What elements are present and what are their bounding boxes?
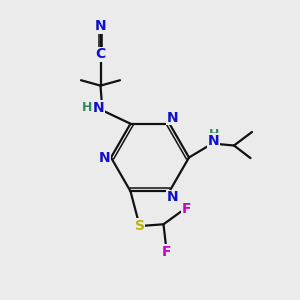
Text: F: F	[182, 202, 191, 216]
Text: S: S	[134, 219, 145, 233]
Text: N: N	[98, 151, 110, 164]
Text: N: N	[208, 134, 220, 148]
Text: H: H	[209, 128, 219, 141]
Text: N: N	[95, 19, 106, 33]
Text: C: C	[95, 47, 106, 61]
Text: N: N	[167, 190, 179, 204]
Text: F: F	[162, 245, 171, 259]
Text: N: N	[167, 111, 179, 125]
Text: H: H	[82, 101, 92, 114]
Text: N: N	[93, 101, 104, 115]
